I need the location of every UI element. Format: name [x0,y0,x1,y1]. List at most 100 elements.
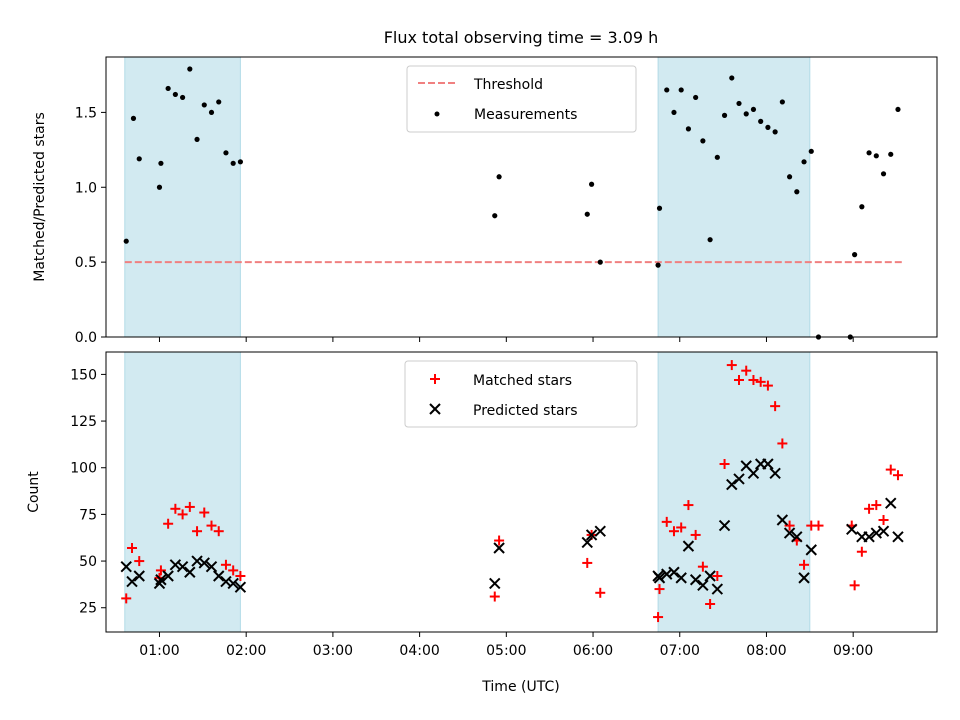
predicted-star-point [689,574,702,586]
bottom-x-axis: 01:00 02:00 03:00 04:00 05:00 06:00 07:00 08:00… [139,632,873,659]
matched-star-point [813,520,824,531]
predicted-star-b [863,531,875,543]
bottom-y-axis-label: Count [26,471,42,513]
matched-star-point [719,459,730,469]
measurement-point [693,94,699,101]
measurement-point [201,102,207,108]
matched-star-point [690,529,701,540]
predicted-star-point [718,519,731,532]
predicted-star-b [661,568,673,580]
y-tick-label: 125 [70,414,97,430]
observing-window-2 [657,56,811,338]
measurement-point [656,205,663,211]
matched-star-point [170,503,181,514]
matched-star-point [127,543,138,553]
matched-star-point [741,365,752,376]
predicted-star-point [846,523,858,536]
x-tick-label: 09:00 [833,643,873,659]
chart-title: Flux total observing time = 3.09 h [384,28,659,47]
matched-star-point [184,501,195,512]
predicted-star-b [594,525,606,537]
measurement-point [588,181,595,187]
matched-star-point [121,593,132,604]
matched-star-point [762,380,773,391]
measurement-point [671,109,677,116]
measurement-point [729,75,735,81]
predicted-star-point [711,583,724,595]
measurement-point [130,115,137,121]
matched-star-point [892,470,903,481]
predicted-star-point [489,577,501,590]
predicted-star-b [892,531,904,543]
measurement-point [772,129,778,135]
top-legend-box [406,65,637,133]
predicted-star-point [791,531,803,543]
predicted-star-b [227,577,239,590]
predicted-star-b [718,519,731,532]
observing-window-1 [124,56,241,338]
top-y-axis-label: Matched/Predicted stars [32,112,48,282]
measurement-point [194,136,200,142]
matched-star-point [871,500,882,511]
predicted-star-point [213,570,225,582]
predicted-star-point [769,467,781,480]
x-tick-label: 04:00 [399,643,439,659]
predicted-star-point [184,566,196,578]
matched-star-point [705,599,716,609]
predicted-star-b [877,525,890,537]
predicted-star-point [762,458,774,470]
measurement-point [584,211,590,217]
predicted-star-b [769,467,781,480]
predicted-star-b [747,467,760,480]
x-tick-label: 07:00 [660,643,700,659]
matched-star-point [784,520,795,531]
measurement-point [158,160,164,166]
x-tick-label: 08:00 [746,643,786,659]
predicted-star-b [689,574,702,586]
matched-star-point [734,375,745,385]
matched-star-point [177,509,188,520]
matched-star-point [494,535,505,546]
predicted-star-point [493,542,505,554]
measurement-point [496,174,502,180]
matched-star-point [199,507,210,518]
matched-star-point [213,526,224,537]
predicted-star-b [805,544,817,556]
matched-star-point [163,518,174,529]
predicted-stars-legend-icon [429,403,441,415]
matched-star-point [777,438,788,449]
bottom-observing-windows [124,351,811,633]
measurement-point [743,111,749,117]
predicted-star-b [493,542,505,554]
matched-star-point [799,559,810,570]
x-tick-label: 06:00 [573,643,613,659]
measurement-point [123,238,129,244]
bottom-plot-frame [105,351,938,633]
predicted-star-point [162,570,174,582]
matched-star-point [856,546,867,557]
top-y-axis: 0.0 0.5 1.0 1.5 [75,105,106,346]
predicted-star-point [120,560,132,573]
matched-star-point [726,360,737,371]
predicted-stars-legend-label: Predicted stars [473,403,578,419]
matched-star-point [582,557,593,568]
measurement-point [655,262,661,268]
measurement-point [794,189,800,195]
predicted-star-point [594,525,606,537]
matched-stars-legend-label: Matched stars [473,373,572,389]
predicted-star-b [682,540,695,552]
measurement-point [707,237,713,243]
predicted-star-b [776,514,789,526]
predicted-star-point [885,497,897,509]
predicted-star-b [120,560,132,573]
y-tick-label: 1.0 [75,180,97,196]
measurement-point [750,106,757,113]
measurement-point [714,154,720,160]
matched-star-point [755,376,766,387]
predicted-star-point [682,540,695,552]
measurement-point [895,106,901,113]
matched-star-point [661,516,672,527]
measurement-point [736,100,742,107]
matched-star-point [595,587,606,598]
observing-window-2 [657,351,811,633]
